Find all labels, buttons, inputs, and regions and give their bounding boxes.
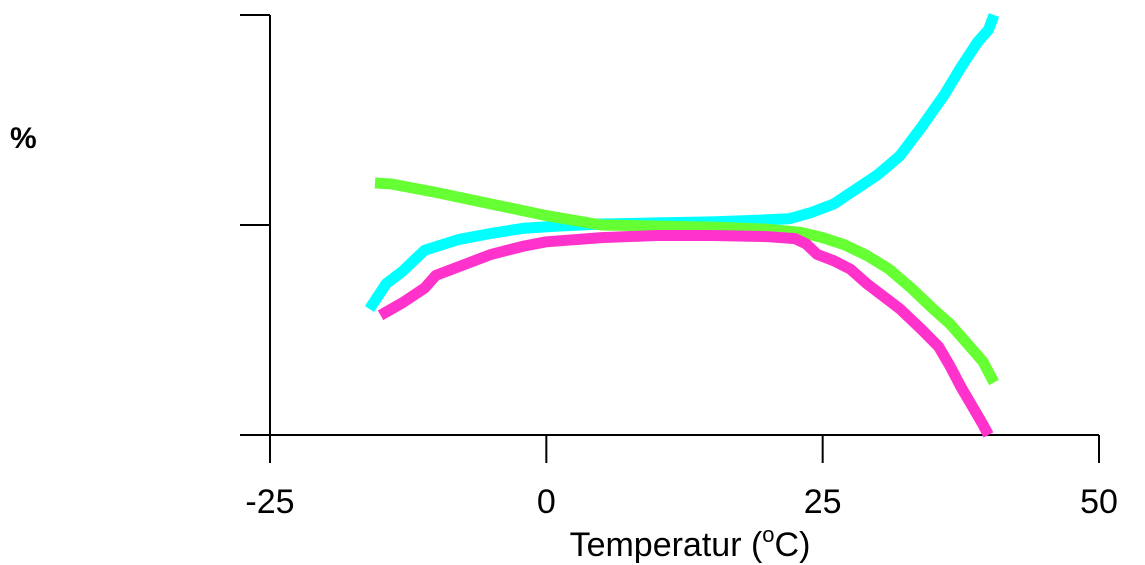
series-line-1: [364, 13, 1000, 313]
axes: -25 0 25 50: [240, 14, 1118, 521]
x-axis-title: Temperatur (oC): [570, 522, 811, 564]
series-line-3: [377, 230, 994, 438]
y-axis-title: %: [10, 122, 37, 155]
labels: % Temperatur (oC): [10, 122, 810, 564]
x-tick-label: 0: [537, 483, 556, 521]
x-tick-label: -25: [245, 483, 294, 521]
series-layer: [364, 13, 1000, 438]
series-line-2: [374, 177, 999, 386]
x-tick-label: 25: [804, 483, 842, 521]
x-axis-title-superscript: o: [762, 522, 774, 547]
x-tick-label: 50: [1080, 483, 1118, 521]
